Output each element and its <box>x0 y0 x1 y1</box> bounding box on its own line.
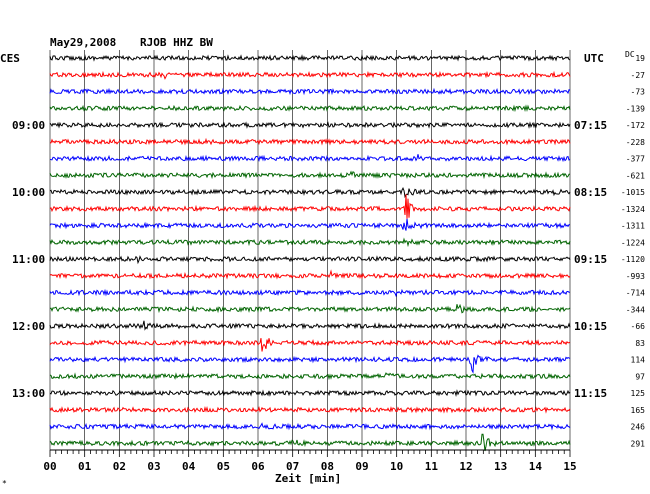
dc-label: 19 <box>635 54 645 63</box>
chart-date: May29,2008 <box>50 36 116 49</box>
trace-blue <box>49 87 571 96</box>
trace-black <box>49 255 571 265</box>
dc-label: 97 <box>635 372 645 381</box>
dc-label: -714 <box>626 289 645 298</box>
left-time-label: 12:00 <box>12 320 45 333</box>
trace-black <box>49 187 571 199</box>
right-time-label: 09:15 <box>574 253 607 266</box>
dc-label: -1015 <box>621 188 645 197</box>
right-time-label: 10:15 <box>574 320 607 333</box>
trace-green <box>49 104 571 113</box>
right-time-label: 08:15 <box>574 186 607 199</box>
left-time-label: 10:00 <box>12 186 45 199</box>
x-tick-label: 02 <box>113 460 126 473</box>
dc-label: -27 <box>631 71 646 80</box>
left-time-labels: 09:00 10:00 11:00 12:00 13:00 <box>12 119 45 400</box>
x-tick-label: 12 <box>459 460 472 473</box>
x-tick-label: 15 <box>563 460 576 473</box>
right-time-labels: 07:15 08:15 09:15 10:15 11:15 <box>574 119 607 400</box>
dc-label: -139 <box>626 104 645 113</box>
x-tick-label: 03 <box>147 460 160 473</box>
trace-green <box>49 170 571 180</box>
dc-label: -66 <box>631 322 646 331</box>
dc-label: -172 <box>626 121 645 130</box>
trace-red <box>49 70 571 80</box>
x-axis-title: Zeit [min] <box>275 472 341 485</box>
dc-offset-labels: 19 -27 -73 -139 -172 -228 -377 -621 -1015 -1324 -1… <box>621 54 645 448</box>
x-tick-label: 06 <box>251 460 265 473</box>
x-axis: 00 01 02 03 04 05 06 07 08 09 10 11 12 13 14 15 <box>43 449 577 473</box>
trace-blue <box>49 218 571 231</box>
trace-black <box>49 121 571 129</box>
right-time-label: 07:15 <box>574 119 607 132</box>
trace-group <box>49 54 571 452</box>
x-tick-label: 11 <box>425 460 439 473</box>
x-tick-label: 05 <box>217 460 230 473</box>
grid-lines <box>49 50 571 450</box>
x-tick-label: 01 <box>78 460 92 473</box>
dc-label: -73 <box>631 88 646 97</box>
right-timezone-label: UTC <box>584 52 604 65</box>
trace-red <box>49 269 571 280</box>
x-tick-label: 13 <box>494 460 507 473</box>
right-time-label: 11:15 <box>574 387 607 400</box>
trace-green <box>49 372 571 381</box>
x-tick-label: 08 <box>321 460 334 473</box>
left-timezone-label: CES <box>0 52 20 65</box>
x-tick-label: 10 <box>390 460 403 473</box>
trace-red <box>49 137 571 146</box>
trace-green <box>49 433 571 452</box>
trace-green <box>49 237 571 248</box>
trace-red <box>49 405 571 414</box>
x-tick-label: 04 <box>182 460 196 473</box>
x-tick-label: 14 <box>529 460 543 473</box>
dc-label: 291 <box>631 439 646 448</box>
dc-header-label: DC <box>625 50 635 59</box>
dc-label: 125 <box>631 389 646 398</box>
dc-label: -993 <box>626 272 645 281</box>
dc-label: -1311 <box>621 222 645 231</box>
trace-black <box>49 54 571 62</box>
left-time-label: 11:00 <box>12 253 45 266</box>
dc-label: -344 <box>626 305 645 314</box>
dc-label: 83 <box>635 339 645 348</box>
dc-label: -621 <box>626 171 645 180</box>
dc-label: -1120 <box>621 255 645 264</box>
trace-green <box>49 303 571 314</box>
corner-mark: * <box>2 479 7 488</box>
trace-blue <box>49 354 571 374</box>
trace-blue <box>49 422 571 431</box>
dc-label: 114 <box>631 356 646 365</box>
dc-label: -377 <box>626 155 645 164</box>
trace-red <box>49 194 571 219</box>
dc-label: -228 <box>626 138 645 147</box>
left-time-label: 13:00 <box>12 387 45 400</box>
trace-red <box>49 337 571 352</box>
x-tick-label: 09 <box>355 460 368 473</box>
trace-black <box>49 389 571 397</box>
chart-station: RJOB HHZ BW <box>140 36 213 49</box>
dc-label: 246 <box>631 423 646 432</box>
left-time-label: 09:00 <box>12 119 45 132</box>
trace-black <box>49 320 571 331</box>
dc-label: 165 <box>631 406 646 415</box>
trace-blue <box>49 288 570 298</box>
x-tick-label: 07 <box>286 460 299 473</box>
trace-blue <box>49 154 571 163</box>
x-tick-label: 00 <box>43 460 56 473</box>
dc-label: -1324 <box>621 205 645 214</box>
dc-label: -1224 <box>621 238 645 247</box>
